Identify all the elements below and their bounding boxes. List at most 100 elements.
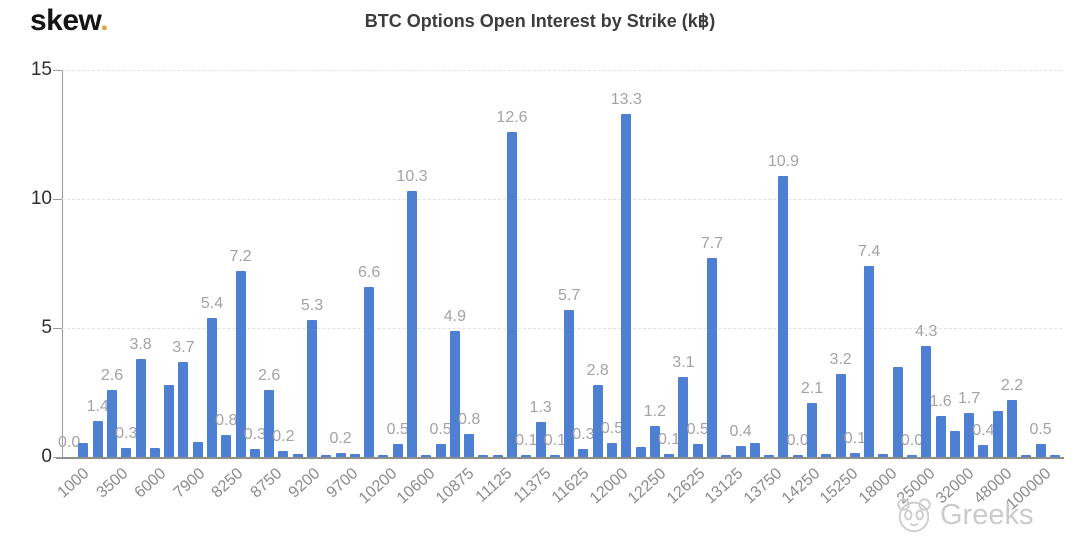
bar <box>864 266 875 457</box>
y-axis-line <box>62 70 63 457</box>
bar-value-label: 0.5 <box>386 421 409 438</box>
y-gridline <box>62 199 1062 200</box>
bar <box>378 455 389 457</box>
bar <box>321 455 332 457</box>
bar-value-label: 2.1 <box>800 380 824 397</box>
bar <box>792 455 803 457</box>
bar-value-label: 0.1 <box>658 431 681 448</box>
bar-value-label: 0.3 <box>572 426 595 443</box>
bar-value-label: 7.4 <box>858 243 881 260</box>
x-tick-label: 100000 <box>951 465 1054 513</box>
bar <box>849 453 860 457</box>
y-tick-label: 10 <box>30 188 52 209</box>
y-gridline <box>62 70 1062 71</box>
skew-logo: skew. <box>30 4 109 38</box>
bar <box>335 453 346 457</box>
bar-value-label: 0.2 <box>272 428 295 445</box>
bar <box>392 444 403 457</box>
bar-value-label: 1.4 <box>86 398 109 415</box>
bar-value-label: 3.8 <box>129 336 152 353</box>
bar <box>278 451 289 457</box>
bar-value-label: 0.1 <box>515 432 538 449</box>
watermark: Greeks <box>893 495 1033 535</box>
bar <box>521 455 532 457</box>
bar-value-label: 3.2 <box>829 351 852 368</box>
bar <box>1035 444 1046 457</box>
bar <box>364 287 375 457</box>
bar <box>907 455 917 457</box>
y-tick-label: 5 <box>41 317 52 338</box>
bar <box>807 403 817 457</box>
skew-logo-text: skew <box>30 4 101 37</box>
bar-value-label: 0.5 <box>429 421 452 438</box>
bar-value-label: 0.2 <box>329 430 352 447</box>
bar <box>249 449 260 457</box>
bar <box>449 331 460 457</box>
bar <box>1007 400 1017 457</box>
bar-value-label: 0.1 <box>843 430 866 447</box>
bar <box>535 422 546 457</box>
bar-value-label: 0.8 <box>458 411 481 428</box>
bar <box>549 455 560 457</box>
bar <box>764 455 775 457</box>
bar <box>264 390 275 457</box>
bar-value-label: 10.9 <box>767 153 799 170</box>
plot-area: 0 5 10 15 0.0 1.4 2.6 0.3 3.8 3.7 5.4 0.8 7.2 0.3 2.6 0… <box>31 59 1062 513</box>
bar-value-label: 0.8 <box>215 412 238 429</box>
bar <box>607 443 617 457</box>
bar-value-label: 0.4 <box>972 422 995 439</box>
bar-value-label: 2.8 <box>586 362 609 379</box>
bar-value-label: 2.6 <box>100 367 124 384</box>
bar <box>978 445 989 457</box>
bar-value-label: 0.3 <box>115 425 138 442</box>
bar <box>949 431 960 457</box>
bar <box>707 258 717 457</box>
bar <box>464 434 475 457</box>
bar <box>964 413 975 457</box>
watermark-text: Greeks <box>940 498 1034 531</box>
bar <box>835 374 846 457</box>
bar <box>149 448 160 457</box>
bar-value-label: 0.1 <box>543 432 566 449</box>
bar <box>935 416 946 457</box>
bar <box>992 411 1003 457</box>
bar-value-label: 0.3 <box>243 426 266 443</box>
bar-value-label: 1.3 <box>529 399 552 416</box>
bar <box>678 377 689 457</box>
bar <box>435 444 446 457</box>
y-gridline <box>62 328 1062 329</box>
bar-value-label: 12.6 <box>496 109 528 126</box>
panda-icon <box>897 498 931 533</box>
bar <box>1049 455 1060 457</box>
bar <box>578 449 589 457</box>
y-tick-label: 0 <box>41 446 52 467</box>
y-tick-mark <box>53 199 62 200</box>
bar-value-label: 4.9 <box>443 308 466 325</box>
bar <box>892 367 903 457</box>
y-tick-label: 15 <box>30 59 52 80</box>
bar <box>221 435 232 457</box>
bar-value-label: 3.1 <box>672 354 695 371</box>
skew-logo-dot: . <box>100 4 109 37</box>
bar-value-label: 2.6 <box>258 367 281 384</box>
bar-value-label: 7.7 <box>700 235 724 252</box>
bar-value-label: 5.3 <box>300 297 324 314</box>
y-tick-mark <box>53 70 62 71</box>
bar <box>164 385 175 457</box>
y-tick-mark <box>53 457 62 458</box>
bar <box>107 390 117 457</box>
bar-value-label: 7.2 <box>229 248 252 265</box>
bar-value-label: 3.7 <box>172 339 195 356</box>
bar <box>649 426 660 457</box>
bar <box>507 132 517 457</box>
bar-value-label: 0.0 <box>786 432 809 449</box>
bar-value-label: 4.3 <box>915 323 938 340</box>
chart-title: BTC Options Open Interest by Strike (k฿) <box>364 11 716 31</box>
bar <box>592 385 603 457</box>
bar <box>421 455 432 457</box>
bar <box>178 362 189 457</box>
bar <box>878 454 889 457</box>
bar-value-label: 13.3 <box>610 91 642 108</box>
bar-value-label: 5.4 <box>200 295 224 312</box>
bar-value-label: 0.0 <box>58 434 81 451</box>
